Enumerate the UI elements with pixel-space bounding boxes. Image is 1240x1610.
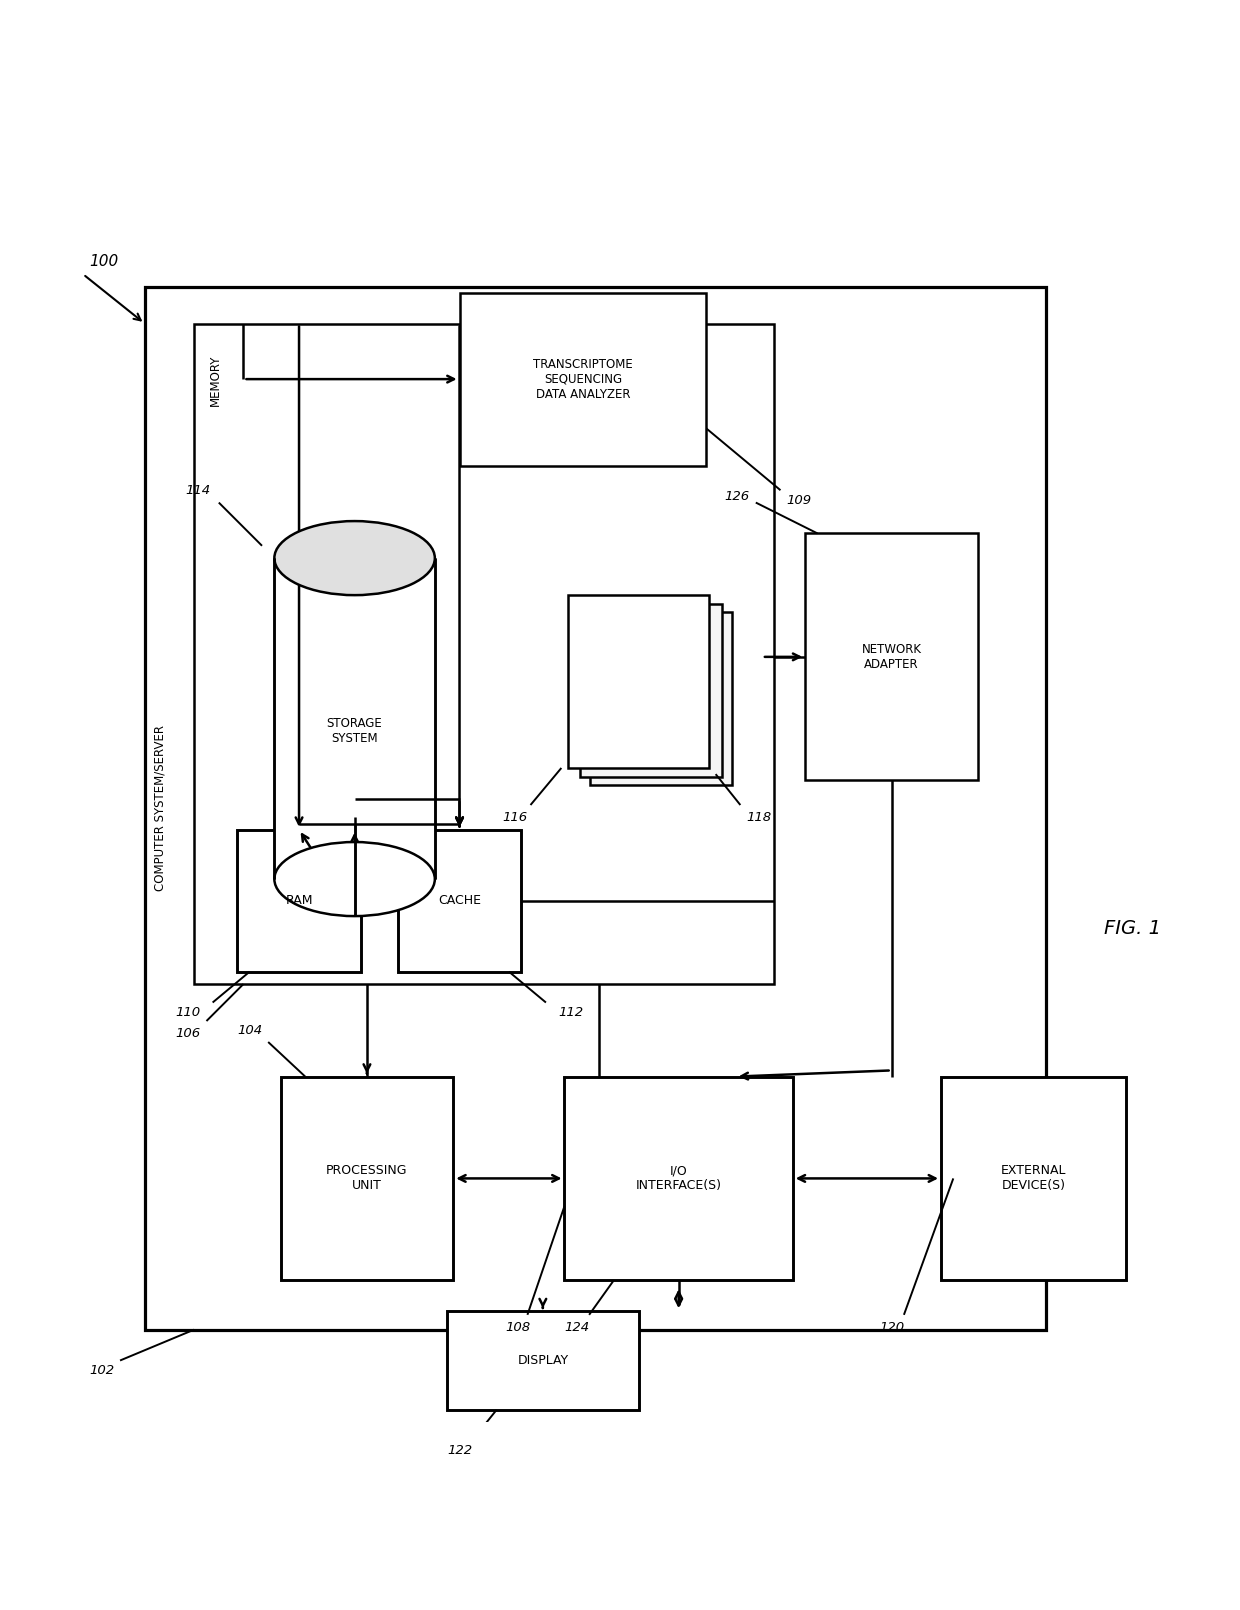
Text: 109: 109 xyxy=(786,494,811,507)
Text: 102: 102 xyxy=(89,1364,114,1377)
Text: EXTERNAL
DEVICE(S): EXTERNAL DEVICE(S) xyxy=(1001,1164,1066,1193)
FancyBboxPatch shape xyxy=(568,596,709,768)
FancyBboxPatch shape xyxy=(237,829,361,972)
FancyBboxPatch shape xyxy=(398,829,521,972)
Text: 100: 100 xyxy=(89,254,119,269)
Text: 110: 110 xyxy=(175,1006,201,1019)
Text: DISPLAY: DISPLAY xyxy=(517,1354,568,1367)
FancyBboxPatch shape xyxy=(460,293,707,465)
Text: TRANSCRIPTOME
SEQUENCING
DATA ANALYZER: TRANSCRIPTOME SEQUENCING DATA ANALYZER xyxy=(533,357,632,401)
FancyBboxPatch shape xyxy=(448,1311,639,1410)
Text: I/O
INTERFACE(S): I/O INTERFACE(S) xyxy=(636,1164,722,1193)
Text: 124: 124 xyxy=(564,1320,589,1333)
Text: FIG. 1: FIG. 1 xyxy=(1104,919,1161,939)
Text: PROCESSING
UNIT: PROCESSING UNIT xyxy=(326,1164,408,1193)
FancyBboxPatch shape xyxy=(274,559,435,879)
FancyBboxPatch shape xyxy=(564,1077,792,1280)
Text: 116: 116 xyxy=(502,811,527,824)
Text: COMPUTER SYSTEM/SERVER: COMPUTER SYSTEM/SERVER xyxy=(153,724,166,890)
Ellipse shape xyxy=(274,522,435,596)
Text: 118: 118 xyxy=(746,811,771,824)
Text: 106: 106 xyxy=(175,1027,201,1040)
Text: 104: 104 xyxy=(237,1024,262,1037)
Text: 126: 126 xyxy=(724,489,750,502)
FancyBboxPatch shape xyxy=(195,324,774,984)
FancyBboxPatch shape xyxy=(280,1077,454,1280)
Text: 122: 122 xyxy=(446,1444,472,1457)
Text: MEMORY: MEMORY xyxy=(208,354,222,406)
Text: 108: 108 xyxy=(505,1320,531,1333)
FancyBboxPatch shape xyxy=(580,604,722,776)
Text: 114: 114 xyxy=(185,483,211,497)
Text: CACHE: CACHE xyxy=(438,894,481,906)
Ellipse shape xyxy=(274,842,435,916)
Text: RAM: RAM xyxy=(285,894,312,906)
FancyBboxPatch shape xyxy=(145,287,1045,1330)
FancyBboxPatch shape xyxy=(805,533,978,781)
Text: 120: 120 xyxy=(879,1320,904,1333)
FancyBboxPatch shape xyxy=(590,612,732,786)
Text: 112: 112 xyxy=(558,1006,583,1019)
Text: NETWORK
ADAPTER: NETWORK ADAPTER xyxy=(862,642,921,671)
FancyBboxPatch shape xyxy=(941,1077,1126,1280)
Text: STORAGE
SYSTEM: STORAGE SYSTEM xyxy=(326,716,382,745)
